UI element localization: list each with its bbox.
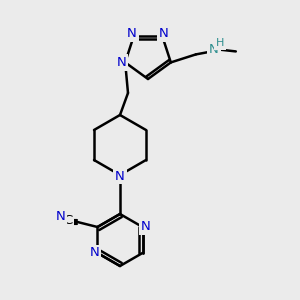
Text: N: N: [159, 27, 169, 40]
Text: N: N: [90, 247, 99, 260]
Text: N: N: [115, 169, 125, 182]
Text: N: N: [127, 27, 137, 40]
Text: N: N: [56, 211, 65, 224]
Text: N: N: [209, 43, 219, 56]
Text: C: C: [63, 214, 72, 227]
Text: N: N: [141, 220, 150, 233]
Text: H: H: [216, 38, 224, 48]
Text: N: N: [116, 56, 126, 69]
